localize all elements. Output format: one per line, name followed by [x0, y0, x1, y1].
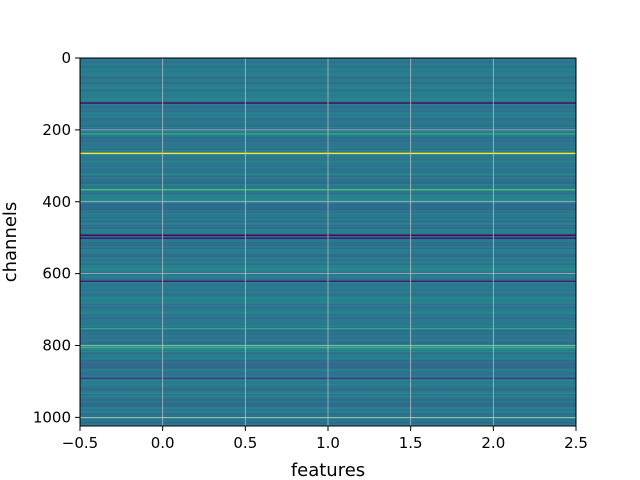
x-tick-label: 1.0: [316, 434, 340, 452]
y-tick-label: 1000: [33, 408, 71, 426]
x-tick-label: 2.5: [564, 434, 588, 452]
y-tick-label: 600: [42, 265, 71, 283]
y-axis-ticks: 0 200 400 600 800 1000: [33, 49, 80, 426]
y-tick-label: 200: [42, 121, 71, 139]
y-tick-label: 800: [42, 337, 71, 355]
x-axis-ticks: −0.5 0.0 0.5 1.0 1.5 2.0 2.5: [62, 426, 588, 452]
y-axis-label: channels: [0, 202, 21, 283]
x-tick-label: 0.5: [233, 434, 257, 452]
x-axis-label: features: [291, 460, 365, 480]
y-tick-label: 0: [61, 49, 71, 67]
x-tick-label: 2.0: [481, 434, 505, 452]
x-tick-label: 1.5: [399, 434, 423, 452]
x-tick-label: −0.5: [62, 434, 98, 452]
y-tick-label: 400: [42, 193, 71, 211]
x-tick-label: 0.0: [151, 434, 175, 452]
